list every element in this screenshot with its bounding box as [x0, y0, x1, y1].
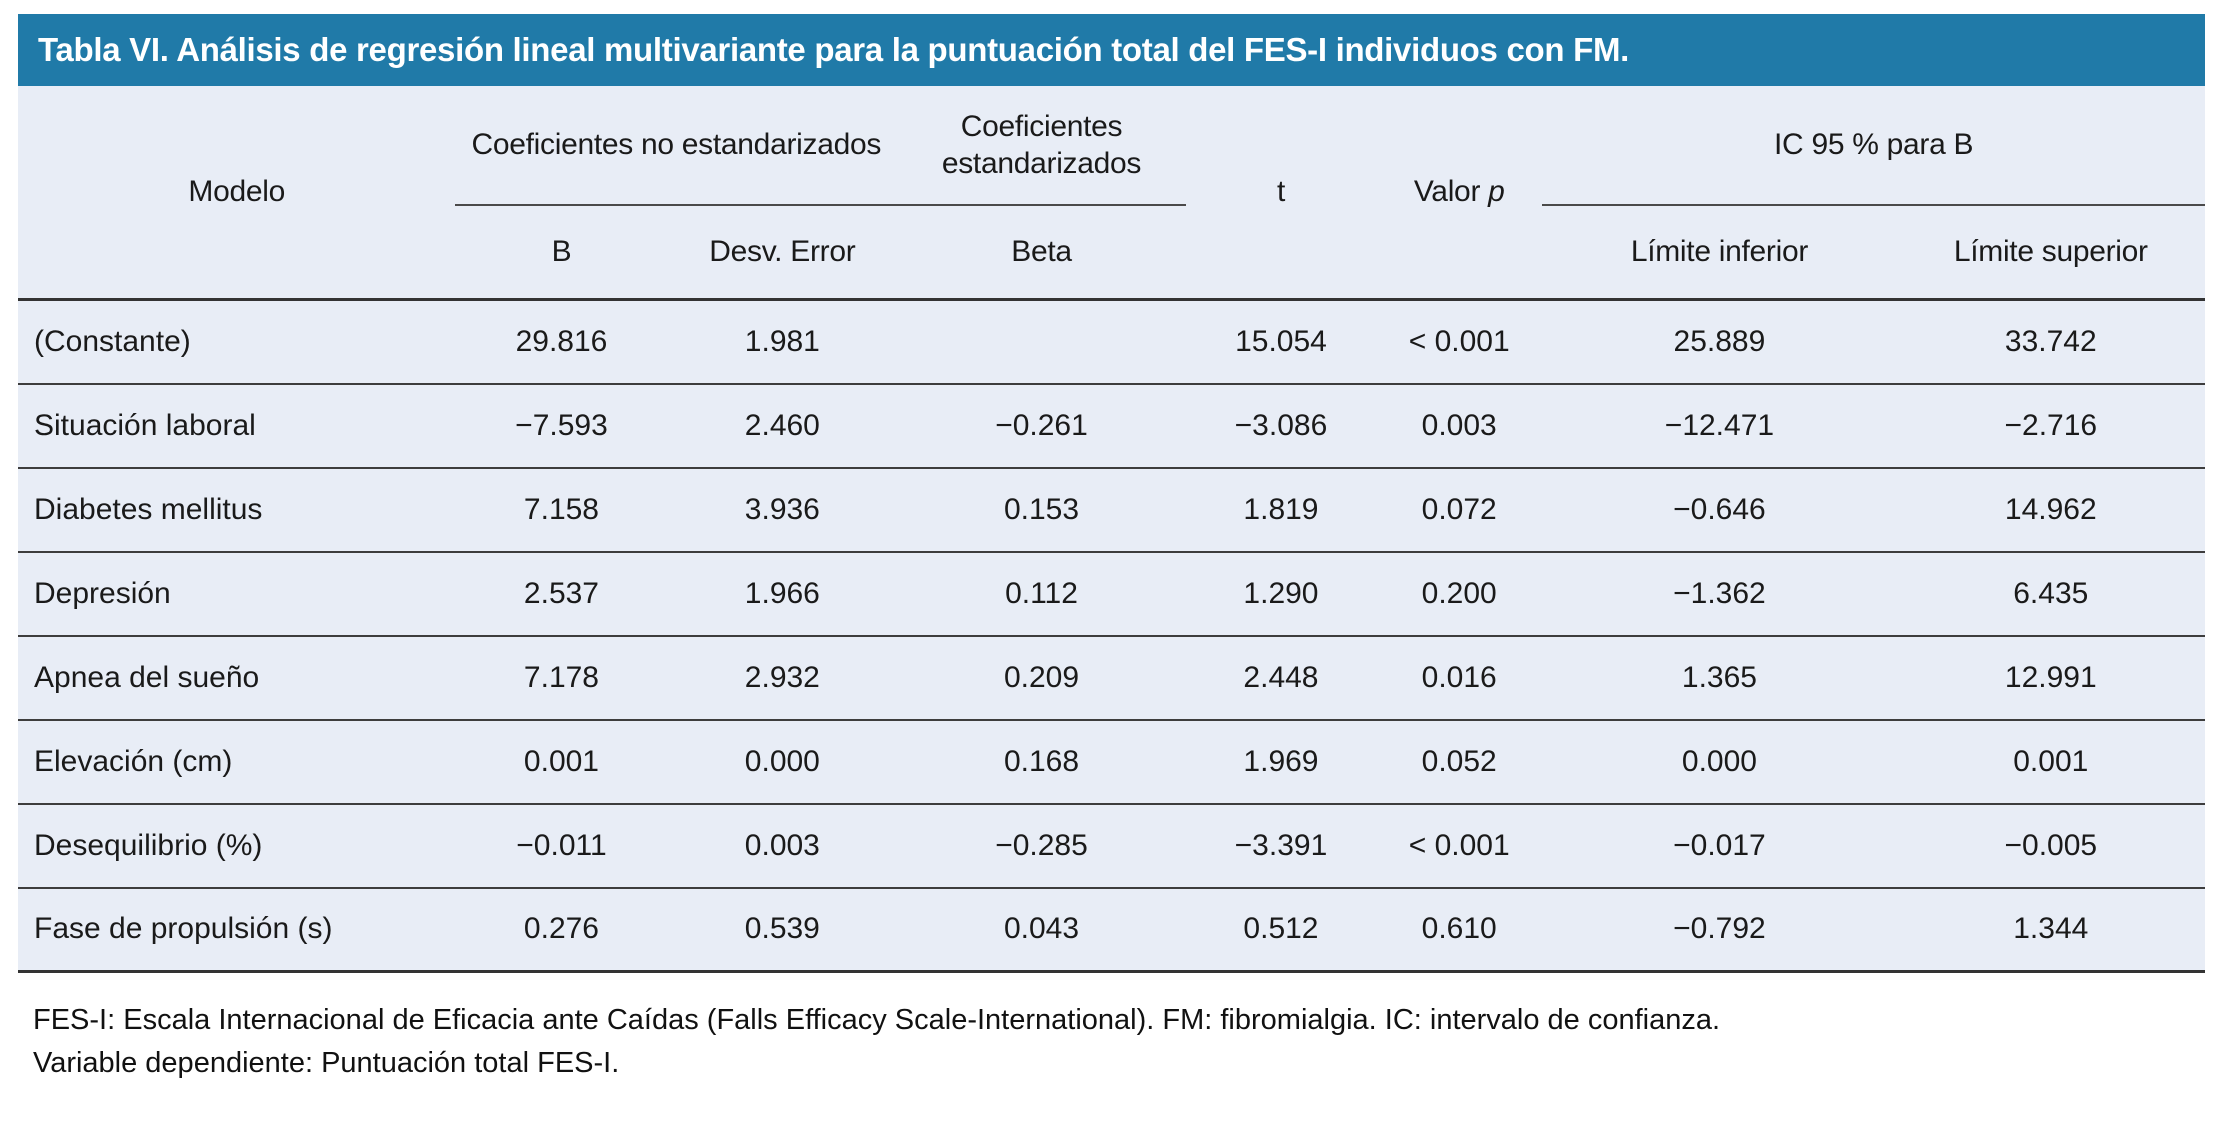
cell-t: 15.054 [1235, 324, 1327, 358]
table-header: Modelo Coeficientes no estandarizados Co… [18, 86, 2205, 301]
table-figure: Tabla VI. Análisis de regresión lineal m… [18, 14, 2205, 1085]
cell-se: 2.460 [667, 382, 898, 468]
table-row: Fase de propulsión (s) 0.276 0.539 0.043… [18, 886, 2205, 973]
cell-beta: 0.043 [897, 886, 1186, 973]
cell-se: 2.932 [667, 634, 898, 720]
cell-model: Fase de propulsión (s) [18, 886, 456, 973]
header-beta: Beta [897, 205, 1186, 301]
cell-lower: 1.365 [1542, 634, 1897, 720]
cell-b: 7.158 [455, 466, 668, 552]
cell-t: 1.969 [1185, 718, 1377, 804]
cell-b: 2.537 [455, 550, 668, 636]
cell-lower: −1.362 [1542, 550, 1897, 636]
cell-beta [897, 300, 1186, 384]
cell-se: 0.000 [667, 718, 898, 804]
cell-b: 7.178 [455, 634, 668, 720]
header-upper-limit: Límite superior [1896, 205, 2205, 301]
cell-p: 0.072 [1376, 466, 1543, 552]
cell-p: < 0.001 [1376, 802, 1543, 888]
header-group-unstandardized: Coeficientes no estandarizados [455, 86, 898, 206]
table-footnotes: FES-I: Escala Internacional de Eficacia … [33, 999, 2205, 1085]
cell-p: 0.610 [1376, 886, 1543, 973]
cell-beta: −0.261 [897, 382, 1186, 468]
table-row: Desequilibrio (%) −0.011 0.003 −0.285 −3… [18, 802, 2205, 888]
table-row: Situación laboral −7.593 2.460 −0.261 −3… [18, 382, 2205, 468]
table-row: Apnea del sueño 7.178 2.932 0.209 2.448 … [18, 634, 2205, 720]
table-body: (Constante) 29.816 1.981 15.054 < 0.001 … [18, 300, 2205, 973]
table-title: Tabla VI. Análisis de regresión lineal m… [38, 31, 1630, 68]
cell-t: −3.086 [1185, 382, 1377, 468]
cell-model: Situación laboral [18, 382, 456, 468]
cell-p: 0.003 [1376, 382, 1543, 468]
cell-t: 1.290 [1185, 550, 1377, 636]
table-row: (Constante) 29.816 1.981 15.054 < 0.001 … [18, 300, 2205, 384]
cell-model: Desequilibrio (%) [18, 802, 456, 888]
cell-upper: −0.005 [1896, 802, 2205, 888]
cell-beta: 0.209 [897, 634, 1186, 720]
cell-beta: 0.168 [897, 718, 1186, 804]
cell-model: Diabetes mellitus [18, 466, 456, 552]
table-caption-bar: Tabla VI. Análisis de regresión lineal m… [18, 14, 2205, 86]
cell-upper: 12.991 [1896, 634, 2205, 720]
cell-beta: 0.112 [897, 550, 1186, 636]
cell-beta: −0.285 [897, 802, 1186, 888]
cell-p: 0.052 [1376, 718, 1543, 804]
cell-lower: −0.646 [1542, 466, 1897, 552]
cell-lower: −0.017 [1542, 802, 1897, 888]
cell-b: −7.593 [455, 382, 668, 468]
cell-p: 0.200 [1376, 550, 1543, 636]
footnote-abbreviations: FES-I: Escala Internacional de Eficacia … [33, 1004, 1721, 1036]
header-group-row: Modelo Coeficientes no estandarizados Co… [18, 86, 2205, 301]
header-lower-limit: Límite inferior [1542, 205, 1897, 301]
cell-se: 0.003 [667, 802, 898, 888]
cell-upper: 6.435 [1896, 550, 2205, 636]
header-group-standardized: Coeficientes estandarizados [897, 86, 1186, 206]
cell-model: (Constante) [34, 324, 191, 358]
cell-lower: 25.889 [1673, 324, 1766, 358]
cell-lower: −0.792 [1542, 886, 1897, 973]
cell-beta: 0.153 [897, 466, 1186, 552]
cell-t: 0.512 [1185, 886, 1377, 973]
cell-se: 0.539 [667, 886, 898, 973]
header-valor-p: Valor p [1376, 86, 1543, 301]
cell-b: 29.816 [515, 324, 608, 358]
cell-upper: 1.344 [1896, 886, 2205, 973]
cell-p: < 0.001 [1408, 324, 1510, 358]
header-group-ci: IC 95 % para B [1542, 86, 2205, 206]
cell-b: 0.276 [455, 886, 668, 973]
table-row: Depresión 2.537 1.966 0.112 1.290 0.200 … [18, 550, 2205, 636]
header-std-error: Desv. Error [667, 205, 898, 301]
cell-t: 1.819 [1185, 466, 1377, 552]
regression-table: Modelo Coeficientes no estandarizados Co… [18, 86, 2205, 973]
header-sub-row: B Desv. Error Beta Límite inferior Límit… [18, 205, 2205, 301]
cell-b: 0.001 [455, 718, 668, 804]
table-row: Diabetes mellitus 7.158 3.936 0.153 1.81… [18, 466, 2205, 552]
cell-lower: −12.471 [1542, 382, 1897, 468]
cell-model: Depresión [18, 550, 456, 636]
cell-model: Elevación (cm) [18, 718, 456, 804]
footnote-dependent-variable: Variable dependiente: Puntuación total F… [33, 1046, 620, 1079]
table-row: Elevación (cm) 0.001 0.000 0.168 1.969 0… [18, 718, 2205, 804]
cell-t: −3.391 [1185, 802, 1377, 888]
cell-upper: 14.962 [1896, 466, 2205, 552]
valor-p-symbol: p [1488, 175, 1505, 208]
cell-model: Apnea del sueño [18, 634, 456, 720]
cell-b: −0.011 [455, 802, 668, 888]
cell-lower: 0.000 [1542, 718, 1897, 804]
valor-p-label: Valor [1413, 175, 1489, 208]
cell-upper: 33.742 [2004, 324, 2097, 358]
cell-se: 1.966 [667, 550, 898, 636]
cell-upper: 0.001 [1896, 718, 2205, 804]
cell-se: 3.936 [667, 466, 898, 552]
header-modelo: Modelo [18, 86, 456, 301]
header-t: t [1185, 86, 1377, 301]
header-b: B [455, 205, 668, 301]
cell-p: 0.016 [1376, 634, 1543, 720]
cell-upper: −2.716 [1896, 382, 2205, 468]
cell-se: 1.981 [744, 324, 820, 358]
cell-t: 2.448 [1185, 634, 1377, 720]
